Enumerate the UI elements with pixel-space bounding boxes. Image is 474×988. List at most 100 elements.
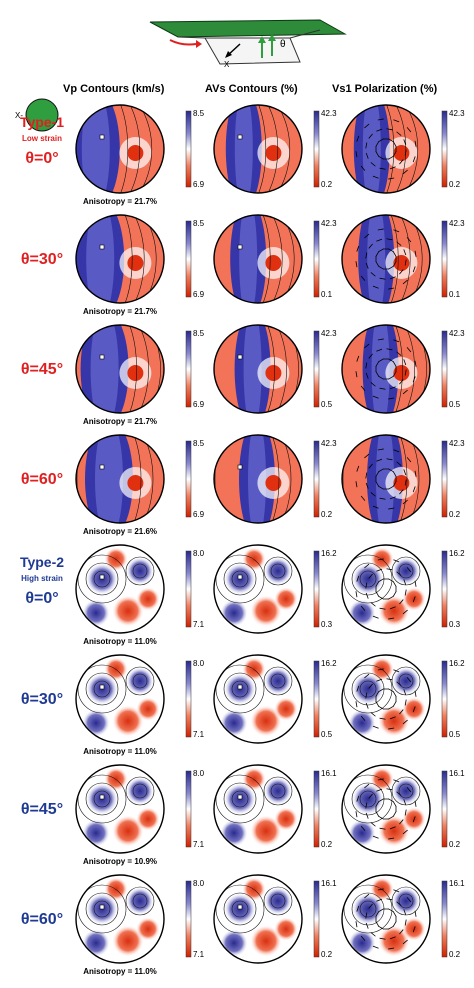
strain-label: High strain <box>21 574 63 583</box>
colorbar-max: 42.3 <box>321 219 337 228</box>
avs-stereonet: 42.3 0.5 <box>213 324 337 414</box>
colorbar-min: 0.2 <box>449 950 461 959</box>
colorbar-min: 0.2 <box>321 950 333 959</box>
vp-stereonet: 8.5 6.9 <box>75 324 205 414</box>
x-label: X <box>224 60 230 69</box>
colorbar-max: 42.3 <box>449 109 465 118</box>
vs1-stereonet: 16.2 0.5 <box>341 654 465 744</box>
colorbar <box>441 220 448 298</box>
avs-stereonet: 16.1 0.2 <box>213 764 337 854</box>
vs1-stereonet: 16.1 0.2 <box>341 764 465 854</box>
angle-label: θ=60° <box>21 911 63 928</box>
angle-label: θ=30° <box>21 691 63 708</box>
colorbar-max: 42.3 <box>321 329 337 338</box>
type-label: Type-2 <box>20 554 64 570</box>
anisotropy-label: Anisotropy = 11.0% <box>83 967 157 976</box>
angle-label: θ=30° <box>21 251 63 268</box>
colorbar-min: 6.9 <box>193 290 205 299</box>
colorbar-min: 0.5 <box>449 400 461 409</box>
colorbar <box>185 440 192 518</box>
vp-stereonet: 8.0 7.1 <box>75 764 205 854</box>
colorbar-min: 0.2 <box>449 510 461 519</box>
header-avs: AVs Contours (%) <box>205 83 298 95</box>
lower-plate <box>204 37 301 65</box>
row-7: θ=45° 8.0 7.1 16.1 0.2 16.1 0.2 Anisotropy = 10… <box>21 764 465 866</box>
vp-stereonet: 8.5 6.9 <box>75 214 205 304</box>
colorbar <box>185 330 192 408</box>
colorbar-max: 16.2 <box>321 549 337 558</box>
header-vp: Vp Contours (km/s) <box>63 83 165 95</box>
avs-stereonet: 42.3 0.2 <box>213 104 337 194</box>
colorbar-min: 6.9 <box>193 400 205 409</box>
colorbar <box>185 550 192 628</box>
colorbar <box>313 220 320 298</box>
colorbar-max: 42.3 <box>321 109 337 118</box>
avs-stereonet: 16.2 0.3 <box>213 544 337 634</box>
vp-stereonet: 8.5 6.9 <box>75 434 205 524</box>
colorbar <box>441 550 448 628</box>
angle-label: θ=45° <box>21 801 63 818</box>
colorbar-min: 0.1 <box>321 290 333 299</box>
colorbar-min: 0.2 <box>449 840 461 849</box>
anisotropy-label: Anisotropy = 21.7% <box>83 417 157 426</box>
vs1-stereonet: 16.2 0.3 <box>341 544 465 634</box>
colorbar-max: 16.1 <box>449 879 465 888</box>
type-label: Type-1 <box>20 114 64 130</box>
anisotropy-label: Anisotropy = 21.7% <box>83 307 157 316</box>
colorbar <box>185 660 192 738</box>
colorbar <box>441 110 448 188</box>
colorbar-min: 0.2 <box>449 180 461 189</box>
colorbar <box>313 550 320 628</box>
x-axis-label: X- <box>15 111 23 120</box>
colorbar <box>313 880 320 958</box>
vs1-stereonet: 16.1 0.2 <box>341 874 465 964</box>
colorbar <box>441 880 448 958</box>
colorbar <box>441 660 448 738</box>
colorbar-min: 0.5 <box>321 730 333 739</box>
vs1-stereonet: 42.3 0.2 <box>341 434 465 524</box>
colorbar-min: 7.1 <box>193 620 205 629</box>
row-4: θ=60° 8.5 6.9 42.3 0.2 42.3 0.2 Anisotropy = 21… <box>21 434 465 536</box>
colorbar-min: 7.1 <box>193 730 205 739</box>
avs-stereonet: 42.3 0.1 <box>213 214 337 304</box>
colorbar-max: 8.0 <box>193 659 205 668</box>
avs-stereonet: 16.1 0.2 <box>213 874 337 964</box>
colorbar-min: 0.2 <box>321 510 333 519</box>
colorbar <box>185 220 192 298</box>
colorbar <box>313 330 320 408</box>
colorbar-max: 42.3 <box>449 219 465 228</box>
colorbar <box>185 110 192 188</box>
colorbar <box>441 330 448 408</box>
colorbar <box>441 770 448 848</box>
vs1-stereonet: 42.3 0.1 <box>341 214 465 304</box>
angle-label: θ=45° <box>21 361 63 378</box>
colorbar-max: 8.0 <box>193 879 205 888</box>
vp-stereonet: 8.0 7.1 <box>75 874 205 964</box>
colorbar-max: 16.1 <box>449 769 465 778</box>
row-1: Type-1 Low strain θ=0° 8.5 6.9 42.3 0.2 42.3 0.2… <box>20 104 465 206</box>
colorbar-min: 0.2 <box>321 840 333 849</box>
colorbar-max: 16.2 <box>321 659 337 668</box>
colorbar-min: 0.1 <box>449 290 461 299</box>
colorbar-min: 7.1 <box>193 840 205 849</box>
anisotropy-label: Anisotropy = 10.9% <box>83 857 157 866</box>
colorbar-max: 8.5 <box>193 219 205 228</box>
row-8: θ=60° 8.0 7.1 16.1 0.2 16.1 0.2 Anisotropy = 11… <box>21 874 465 976</box>
colorbar-max: 16.1 <box>321 879 337 888</box>
colorbar-max: 8.5 <box>193 109 205 118</box>
header-vs1: Vs1 Polarization (%) <box>332 83 437 95</box>
colorbar-min: 0.2 <box>321 180 333 189</box>
vp-stereonet: 8.0 7.1 <box>75 544 205 634</box>
angle-label: θ=0° <box>25 590 58 607</box>
colorbar-max: 42.3 <box>449 439 465 448</box>
shear-schematic: X θ <box>149 19 347 69</box>
colorbar-max: 8.0 <box>193 549 205 558</box>
colorbar <box>313 770 320 848</box>
anisotropy-label: Anisotropy = 11.0% <box>83 637 157 646</box>
colorbar-max: 8.5 <box>193 439 205 448</box>
colorbar-min: 7.1 <box>193 950 205 959</box>
colorbar-min: 6.9 <box>193 180 205 189</box>
row-6: θ=30° 8.0 7.1 16.2 0.5 16.2 0.5 Anisotropy = 11… <box>21 654 465 756</box>
anisotropy-label: Anisotropy = 21.6% <box>83 527 157 536</box>
